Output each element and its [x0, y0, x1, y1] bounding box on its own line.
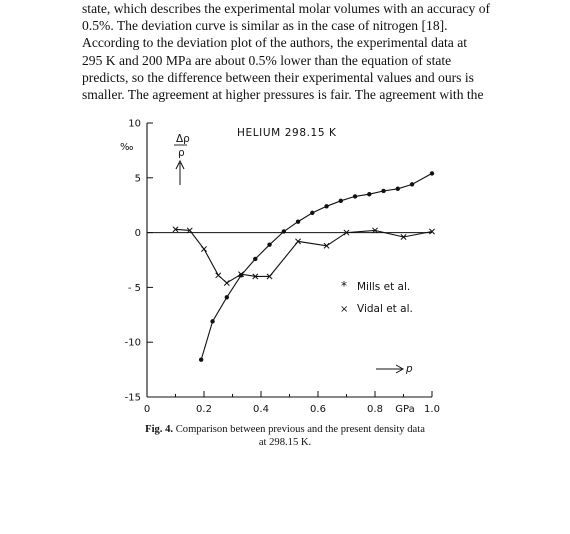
vidal-data-point — [266, 273, 273, 280]
mills-data-point — [409, 182, 415, 187]
mills-data-point — [310, 210, 315, 216]
y-tick-label: -15 — [125, 393, 141, 404]
paragraph-line: state, which describes the experimental … — [82, 1, 491, 16]
x-direction-arrowhead — [395, 364, 405, 374]
mills-data-point — [381, 188, 386, 194]
y-tick-label: 0 — [135, 228, 141, 239]
mills-data-point — [295, 219, 301, 224]
vidal-data-point — [238, 271, 245, 278]
x-tick-label: 0.4 — [253, 404, 269, 415]
vidal-data-point — [295, 238, 302, 245]
mills-data-point — [210, 319, 215, 324]
x-tick-label: 0.2 — [196, 404, 212, 415]
vidal-data-point — [201, 246, 207, 252]
y-tick-label: -10 — [125, 338, 141, 349]
x-tick-label: 0.6 — [310, 404, 326, 415]
y-tick-label: 5 — [135, 173, 141, 184]
vidal-data-point — [172, 226, 179, 233]
vidal-data-point — [252, 273, 259, 280]
y-tick-label: - 5 — [128, 283, 141, 294]
x-tick-label: GPa — [395, 404, 414, 415]
caption-text-line2: at 298.15 K. — [258, 437, 312, 448]
mills-data-point — [198, 357, 204, 362]
paragraph-line: smaller. The agreement at higher pressur… — [82, 87, 484, 103]
figure-caption: Fig. 4. Comparison between previous and … — [70, 423, 500, 449]
mills-series-line — [200, 172, 433, 360]
y-unit: ‰ — [120, 142, 133, 153]
caption-label: Fig. 4. — [145, 424, 174, 435]
paragraph-line: 295 K and 200 MPa are about 0.5% lower t… — [82, 52, 452, 68]
legend-vidal-marker: × — [340, 304, 348, 315]
y-tick-label: 10 — [128, 119, 141, 130]
vidal-data-point — [186, 227, 193, 234]
vidal-data-point — [343, 229, 350, 236]
mills-data-point — [395, 186, 400, 191]
mills-data-point — [267, 242, 272, 247]
chart-series — [172, 171, 435, 362]
vidal-data-point — [215, 272, 222, 279]
vidal-data-point — [323, 242, 330, 249]
legend-mills-label: Mills et al. — [357, 281, 410, 293]
x-axis-arrow-label: p — [405, 363, 413, 375]
mills-data-point — [253, 256, 258, 262]
body-paragraph: state, which describes the experimental … — [82, 0, 508, 103]
caption-text-line1: Comparison between previous and the pres… — [175, 424, 425, 435]
mills-data-point — [429, 171, 435, 176]
vidal-data-point — [372, 227, 378, 234]
chart-labels: HELIUM 298.15 K Δρ ρ ‰ p * Mills et al. … — [120, 127, 413, 375]
vidal-series-line — [175, 228, 433, 284]
mills-data-point — [281, 229, 286, 234]
mills-data-point — [224, 295, 229, 300]
legend-vidal-label: Vidal et al. — [357, 303, 413, 315]
x-tick-label: 0.8 — [367, 404, 383, 415]
chart-title: HELIUM 298.15 K — [237, 127, 337, 139]
mills-data-point — [324, 204, 329, 209]
legend-mills-marker: * — [341, 279, 347, 293]
y-direction-arrowhead — [175, 159, 185, 170]
y-label-bottom: ρ — [178, 147, 185, 159]
paragraph-line: 0.5%. The deviation curve is similar as … — [82, 18, 448, 34]
mills-data-point — [367, 192, 372, 197]
x-tick-label: 0 — [144, 404, 150, 415]
chart-axes — [146, 123, 432, 398]
vidal-data-point — [429, 228, 435, 235]
y-label-top: Δρ — [176, 133, 190, 145]
vidal-data-point — [400, 234, 407, 240]
mills-data-point — [352, 194, 358, 199]
mills-data-point — [338, 198, 343, 204]
paragraph-line: According to the deviation plot of the a… — [82, 35, 468, 51]
vidal-data-point — [223, 280, 230, 286]
paragraph-line: predicts, so the difference between thei… — [82, 69, 474, 85]
x-tick-label: 1.0 — [424, 404, 440, 415]
